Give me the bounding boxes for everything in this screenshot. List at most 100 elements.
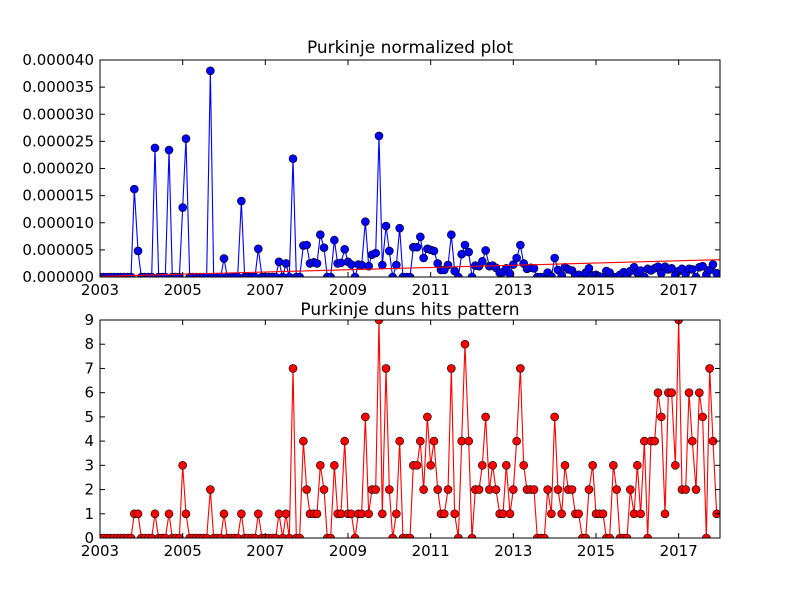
top-series-0-point (550, 253, 559, 263)
top-series-0-point (219, 254, 229, 263)
top-series-0-point (371, 248, 380, 258)
top-series-0-point (505, 269, 515, 277)
bottom-series-0-point (681, 485, 690, 494)
bottom-series-0-point (598, 509, 608, 519)
top-series-0-point (133, 246, 143, 256)
bottom-series-0-point (271, 533, 280, 538)
bottom-x-tick-label: 2007 (246, 542, 284, 560)
top-x-tick-label: 2013 (494, 281, 532, 299)
bottom-y-tick-label: 5 (84, 408, 94, 426)
bottom-series-0-point (319, 485, 329, 494)
top-series-0-point (419, 253, 428, 263)
bottom-series-0-point (364, 509, 373, 519)
bottom-series-0-point (385, 485, 394, 494)
top-series-0-point (708, 260, 718, 269)
bottom-series-0-point (371, 485, 380, 494)
bottom-series-0-point (474, 485, 484, 494)
bottom-series-0-point (216, 533, 225, 538)
top-plot-area: 2003 2005 2007 2009 2011 2013 2015 2017 0.000000… (22, 51, 721, 299)
bottom-series-0-point (636, 509, 645, 519)
bottom-series-0-point (509, 485, 518, 494)
top-y-tick-label: 0.000030 (22, 105, 94, 123)
top-series-0-point (350, 272, 360, 277)
bottom-series-0-point (278, 533, 287, 538)
top-series-0-point (178, 203, 187, 212)
top-series-0-point (557, 271, 566, 277)
top-chart: Purkinje normalized plot 2003 2005 2007 200… (22, 38, 721, 299)
top-series-0-point (164, 145, 174, 155)
top-series-0-point (319, 243, 329, 253)
bottom-x-tick-label: 2011 (412, 542, 450, 560)
top-x-tick-label: 2015 (577, 281, 615, 299)
bottom-series-0-point (488, 461, 497, 470)
bottom-series-0-point (450, 509, 459, 519)
bottom-series-0-point (206, 485, 215, 494)
bottom-series-0-point (419, 485, 428, 494)
bottom-y-tick-label: 6 (84, 384, 94, 402)
top-series-0-point (281, 259, 291, 268)
bottom-x-tick-label: 2003 (81, 542, 119, 560)
bottom-series-0-point (460, 339, 470, 349)
top-series-0-point (206, 66, 215, 76)
top-series-0-point (388, 272, 397, 277)
bottom-series-0-point (478, 461, 487, 470)
top-series-0-point (584, 264, 594, 273)
bottom-series-0-point (491, 485, 501, 494)
bottom-series-0-point (609, 461, 618, 470)
bottom-series-0-point (550, 412, 559, 422)
bottom-series-0-point (219, 509, 229, 519)
top-series-0-point (250, 272, 260, 277)
bottom-series-0-point (512, 436, 521, 446)
top-series-0-point (547, 272, 556, 277)
bottom-series-0-point (381, 364, 391, 373)
bottom-series-0-point (312, 509, 322, 519)
bottom-series-0-point (374, 320, 384, 325)
top-series-0-point (712, 268, 720, 277)
bottom-series-0-point (633, 461, 642, 470)
bottom-series-0-point (316, 461, 325, 470)
top-y-tick-label: 0.000005 (22, 241, 94, 259)
bottom-series-0-point (147, 533, 156, 538)
bottom-frame (99, 319, 721, 539)
top-series-0-point (312, 259, 322, 268)
bottom-series-0-point (691, 485, 701, 494)
top-series-0-point (288, 154, 298, 164)
bottom-series-0-point (574, 509, 583, 519)
bottom-series-0-point (388, 533, 397, 538)
top-x-tick-label: 2009 (329, 281, 367, 299)
bottom-series-0-point (443, 485, 453, 494)
bottom-series-0-point (395, 436, 404, 446)
top-series-0-point (326, 272, 335, 277)
top-series-0-point (416, 232, 425, 242)
top-y-tick-label: 0.000035 (22, 78, 94, 96)
bottom-series-0-point (684, 388, 694, 397)
bottom-series-0-point (702, 533, 711, 538)
bottom-series-0-point (302, 485, 311, 494)
top-series-0-point (150, 143, 160, 153)
bottom-series-0-point (416, 436, 425, 446)
top-series-0-point (512, 253, 521, 263)
top-series-0-point (478, 256, 487, 266)
bottom-series-0-point (671, 461, 680, 470)
bottom-series-0-point (464, 436, 473, 446)
top-x-tick-label: 2005 (164, 281, 202, 299)
top-data-layer (100, 66, 720, 277)
bottom-series-0-point (433, 485, 442, 494)
top-series-0-point (271, 272, 280, 277)
bottom-series-0-point (581, 533, 590, 538)
top-x-tick-label: 2003 (81, 281, 119, 299)
bottom-series-0-point (584, 485, 594, 494)
bottom-series-0-point (405, 533, 415, 538)
top-series-0-point (454, 272, 463, 277)
top-series-0-point (330, 235, 339, 245)
top-series-0-point (254, 244, 263, 254)
top-series-0-point (274, 257, 284, 267)
bottom-series-0-point (126, 533, 136, 538)
bottom-series-0-point (285, 533, 294, 538)
bottom-plot-area: 2003 2005 2007 2009 2011 2013 2015 2017 0 1 2 3 4 5 6 7… (81, 311, 721, 560)
bottom-series-0-point (326, 533, 335, 538)
top-series-0-point (691, 272, 701, 277)
top-series-0-point (698, 261, 707, 271)
bottom-y-tick-label: 4 (84, 432, 94, 450)
